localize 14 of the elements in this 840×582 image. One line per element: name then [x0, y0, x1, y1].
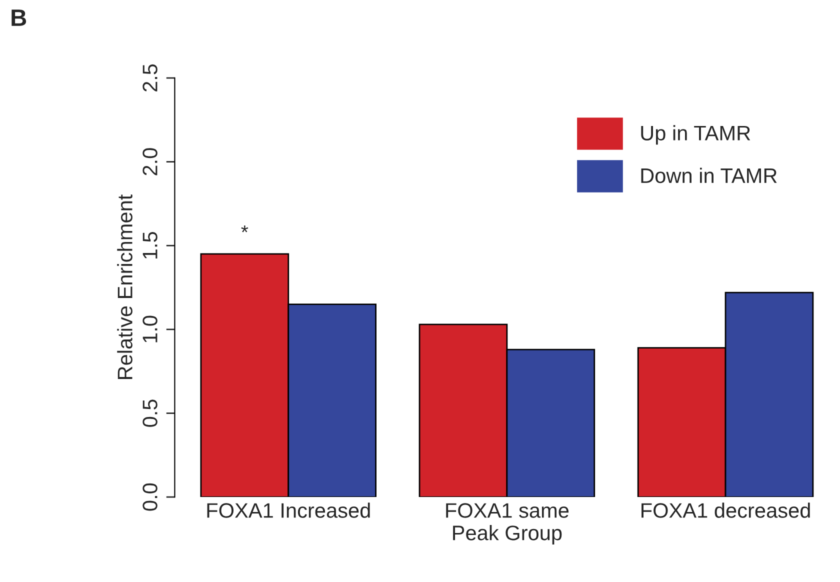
legend-label: Up in TAMR [641, 125, 750, 145]
x-tick-label: FOXA1 same Peak Group [446, 503, 569, 544]
x-tick-label: FOXA1 Increased [207, 502, 370, 518]
y-tick-label: 0.0 [142, 483, 158, 511]
legend-label: Down in TAMR [641, 168, 777, 184]
text: B [12, 10, 26, 26]
y-tick-label: 2.5 [142, 64, 158, 92]
y-tick-label: 2.0 [142, 148, 158, 176]
y-tick-label: 1.5 [142, 232, 158, 258]
y-axis-title: Relative Enrichment [117, 194, 132, 380]
y-tick-label: 0.5 [142, 400, 158, 427]
annotation: * [241, 225, 248, 232]
y-tick-label: 1.0 [142, 316, 158, 342]
x-tick-label: FOXA1 decreased [642, 502, 810, 518]
